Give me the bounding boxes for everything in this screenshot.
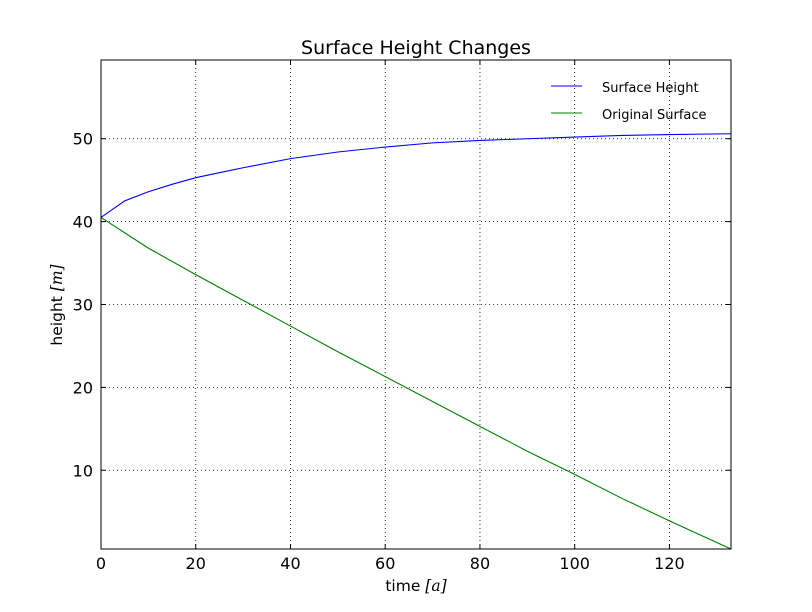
series-line-original-surface <box>100 217 732 550</box>
x-axis-label-text: time <box>385 577 425 595</box>
y-tick-label: 10 <box>73 461 93 480</box>
x-tick-label: 80 <box>470 554 490 573</box>
series-line-surface-height <box>100 133 732 218</box>
x-axis-label-unit: [a] <box>425 577 447 595</box>
legend-label-original-surface: Original Surface <box>602 108 707 123</box>
y-tick-label: 20 <box>73 378 93 397</box>
series-layer <box>100 133 732 550</box>
y-axis-label-unit: [m] <box>48 263 66 291</box>
ticks: 0 20 40 60 80 100 120 10 20 30 40 50 <box>73 60 731 573</box>
grid <box>101 60 731 549</box>
x-tick-label: 20 <box>186 554 206 573</box>
y-axis-label-text: height <box>48 291 66 345</box>
chart-title: Surface Height Changes <box>301 37 531 59</box>
y-tick-label: 30 <box>73 296 93 315</box>
legend-label-surface-height: Surface Height <box>602 81 699 96</box>
x-tick-label: 0 <box>96 554 106 573</box>
x-axis-label: time [a] <box>385 577 447 595</box>
x-tick-label: 100 <box>559 554 590 573</box>
x-tick-label: 40 <box>280 554 300 573</box>
y-tick-label: 40 <box>73 213 93 232</box>
y-axis-label: height [m] <box>48 263 66 345</box>
legend: Surface Height Original Surface <box>551 81 707 123</box>
y-tick-label: 50 <box>73 130 93 149</box>
x-tick-label: 60 <box>375 554 395 573</box>
x-tick-label: 120 <box>654 554 685 573</box>
